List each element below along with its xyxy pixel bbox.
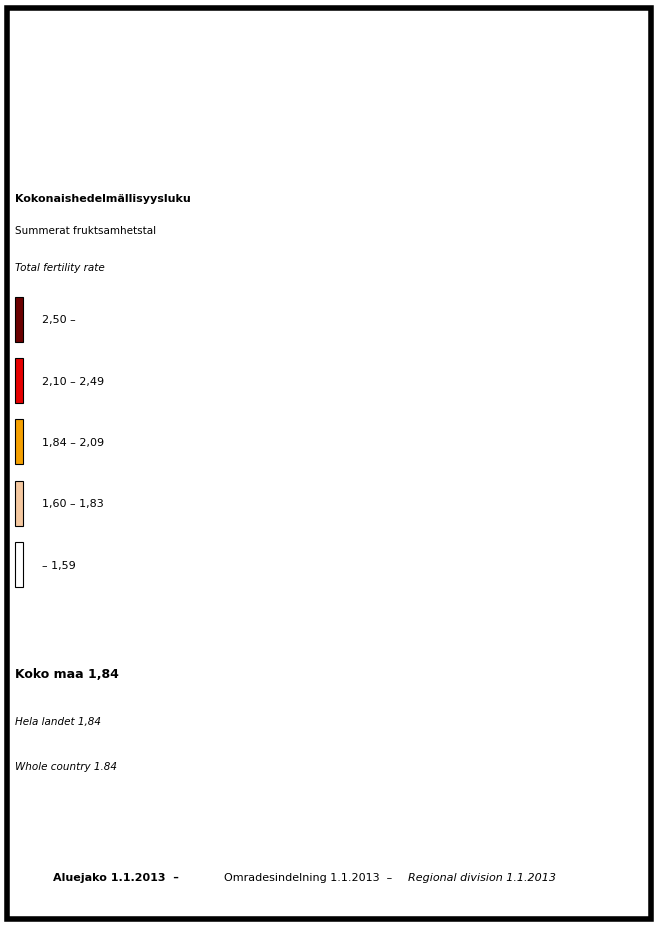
- Text: Regional division 1.1.2013: Regional division 1.1.2013: [408, 872, 556, 882]
- Bar: [16, 543, 23, 587]
- Text: 1,84 – 2,09: 1,84 – 2,09: [42, 437, 104, 447]
- Text: Total fertility rate: Total fertility rate: [16, 263, 105, 273]
- Text: 1,60 – 1,83: 1,60 – 1,83: [42, 498, 104, 509]
- Bar: [16, 359, 23, 404]
- Text: – 1,59: – 1,59: [42, 560, 76, 570]
- Text: Koko maa 1,84: Koko maa 1,84: [16, 667, 119, 680]
- Text: Kokonaishedelmällisyysluku: Kokonaishedelmällisyysluku: [16, 193, 191, 203]
- Text: Hela landet 1,84: Hela landet 1,84: [16, 716, 101, 726]
- Text: Whole country 1.84: Whole country 1.84: [16, 761, 118, 771]
- Text: 2,10 – 2,49: 2,10 – 2,49: [42, 376, 104, 386]
- Bar: [16, 298, 23, 342]
- Text: Omradesindelning 1.1.2013  –: Omradesindelning 1.1.2013 –: [224, 872, 399, 882]
- Bar: [16, 482, 23, 526]
- Text: Aluejako 1.1.2013  –: Aluejako 1.1.2013 –: [53, 872, 186, 882]
- Text: Summerat fruktsamhetstal: Summerat fruktsamhetstal: [16, 226, 157, 236]
- Bar: [16, 420, 23, 465]
- Text: 2,50 –: 2,50 –: [42, 315, 76, 325]
